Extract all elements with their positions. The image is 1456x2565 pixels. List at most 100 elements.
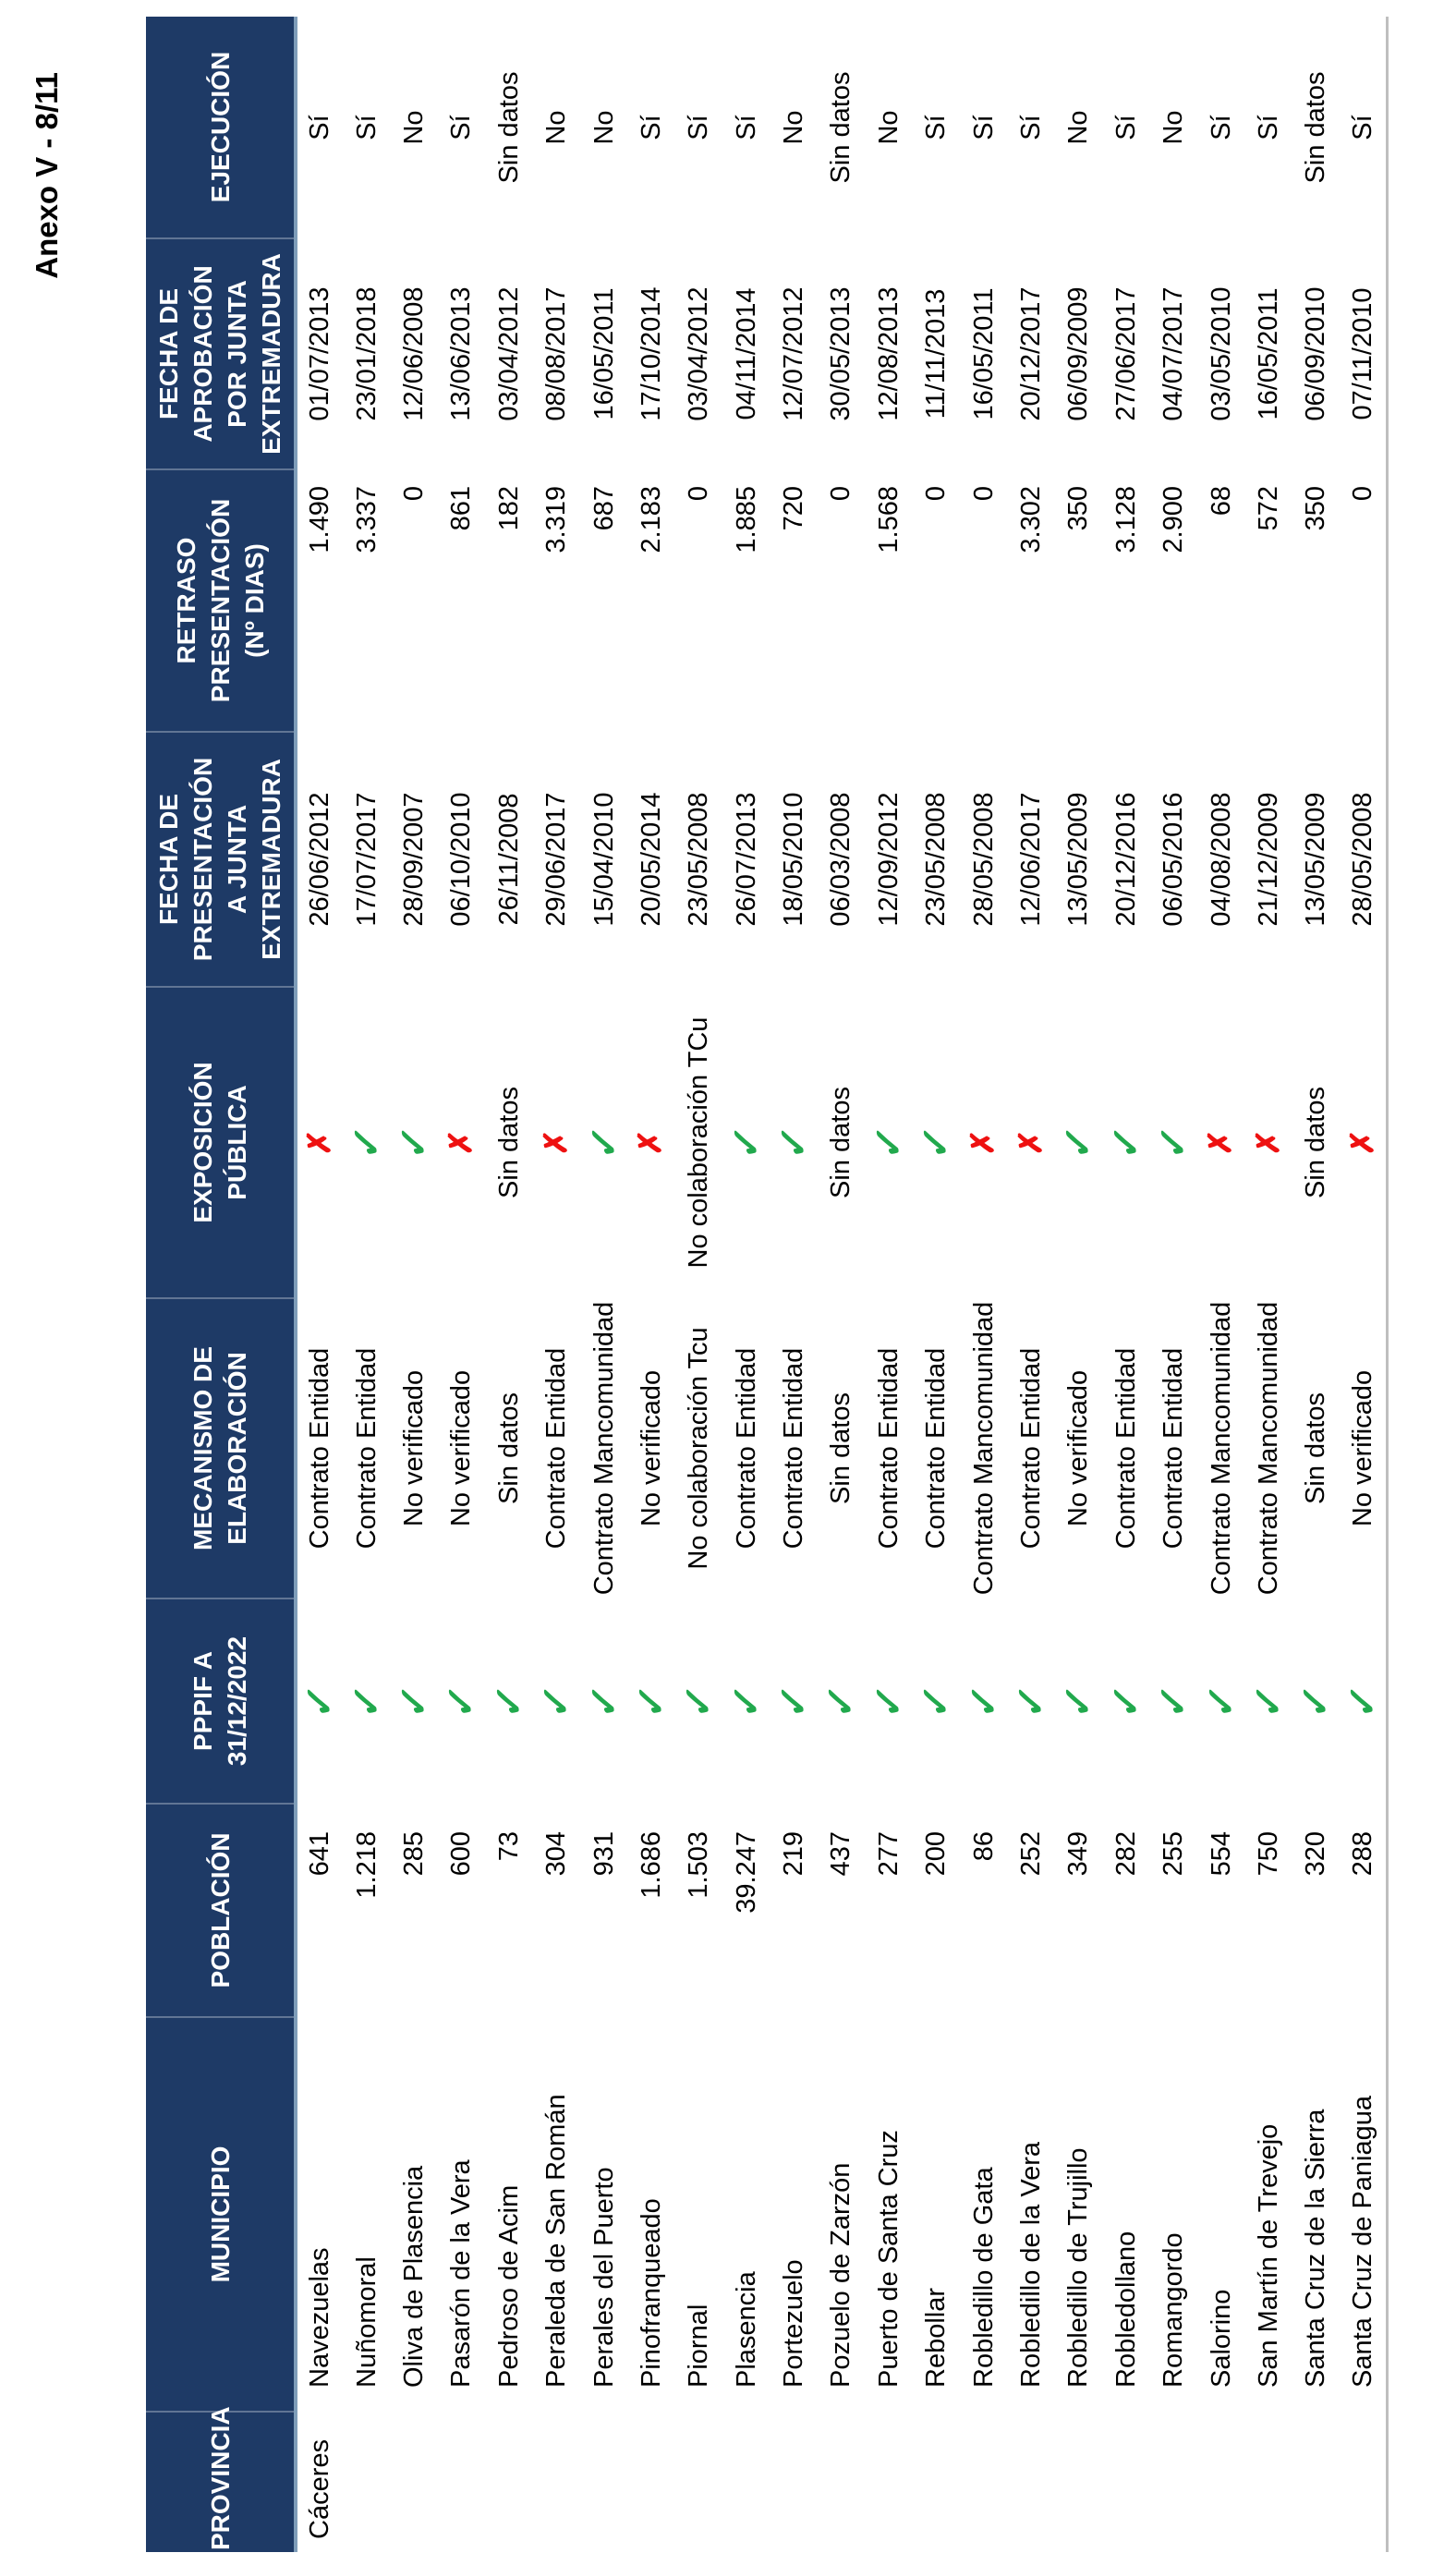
cell-faprob: 12/07/2012 <box>779 286 809 421</box>
cross-icon: ✗ <box>965 1129 1001 1156</box>
table-row: Santa Cruz de Paniagua 288 ✓ No verificado ✗… <box>1341 17 1388 2552</box>
cell-exposicion: ✓ <box>866 987 913 1298</box>
cell-exposicion: Sin datos <box>493 1087 524 1198</box>
table-body: Cáceres Navezuelas 641 ✓ Contrato Entidad ✗ 26… <box>296 17 1388 2552</box>
cell-mecanismo: Contrato Entidad <box>1110 1347 1141 1550</box>
cell-mecanismo: Sin datos <box>826 1392 856 1504</box>
check-icon: ✓ <box>1151 1682 1195 1720</box>
table-row: Robledillo de Trujillo 349 ✓ No verificado ✓… <box>1055 17 1102 2552</box>
check-icon: ✓ <box>866 1123 910 1162</box>
cell-ejecucion: No <box>398 110 429 145</box>
cell-faprob: 20/12/2017 <box>1016 286 1047 421</box>
check-icon: ✓ <box>1198 1682 1243 1720</box>
column-header-exposicion: EXPOSICIÓN PÚBLICA <box>146 987 296 1298</box>
cell-poblacion: 1.218 <box>351 1831 382 1899</box>
cell-retraso: 68 <box>1206 486 1236 517</box>
cell-faprob: 11/11/2013 <box>921 288 952 419</box>
check-icon: ✓ <box>1009 1682 1053 1720</box>
cell-faprob: 03/05/2010 <box>1206 286 1236 421</box>
cell-ejecucion: Sí <box>921 115 952 140</box>
cell-provincia: Cáceres <box>305 2439 334 2539</box>
table-row: San Martín de Trevejo 750 ✓ Contrato Mancom… <box>1245 17 1292 2552</box>
cell-mecanismo: No colaboración Tcu <box>684 1327 714 1570</box>
cell-municipio: Robledillo de la Vera <box>1016 2141 1047 2388</box>
check-icon: ✓ <box>771 1682 816 1720</box>
cell-retraso: 3.302 <box>1016 486 1047 553</box>
cell-faprob: 16/05/2011 <box>1254 287 1283 420</box>
table-row: Nuñomoral 1.218 ✓ Contrato Entidad ✓ 17/07/20… <box>343 17 390 2552</box>
cell-retraso: 1.885 <box>731 486 761 553</box>
cell-municipio: Perales del Puerto <box>588 2167 619 2388</box>
cell-mecanismo: Contrato Entidad <box>731 1347 761 1550</box>
cell-retraso: 572 <box>1254 486 1283 531</box>
cell-poblacion: 437 <box>826 1831 856 1877</box>
cell-pppif: ✓ <box>1103 1599 1150 1804</box>
table-row: Romangordo 255 ✓ Contrato Entidad ✓ 06/05/201… <box>1150 17 1197 2552</box>
cell-ejecucion: Sí <box>446 115 477 140</box>
cell-exposicion: ✗ <box>1341 987 1388 1298</box>
cell-ejecucion: No <box>1159 110 1189 145</box>
cell-mecanismo: No verificado <box>398 1369 429 1527</box>
cell-fpresent: 26/11/2008 <box>493 793 524 926</box>
cell-poblacion: 931 <box>588 1831 619 1877</box>
cell-municipio: Oliva de Plasencia <box>398 2165 429 2388</box>
cell-ejecucion: Sí <box>1110 115 1141 140</box>
check-icon: ✓ <box>771 1123 816 1162</box>
cell-fpresent: 20/05/2014 <box>636 792 666 927</box>
cell-poblacion: 255 <box>1159 1831 1189 1877</box>
check-icon: ✓ <box>534 1682 578 1720</box>
cell-exposicion: ✗ <box>1008 987 1055 1298</box>
cell-fpresent: 21/12/2009 <box>1254 792 1283 927</box>
cell-retraso: 720 <box>779 486 809 531</box>
cell-retraso: 1.568 <box>873 486 904 553</box>
column-header-ejecucion: EJECUCIÓN <box>146 17 296 238</box>
check-icon: ✓ <box>914 1682 958 1720</box>
cell-municipio: Robledillo de Gata <box>968 2167 999 2388</box>
cell-ejecucion: Sí <box>1206 115 1236 140</box>
cell-poblacion: 285 <box>398 1831 429 1877</box>
cell-faprob: 03/04/2012 <box>684 286 714 421</box>
table-row: Peraleda de San Román 304 ✓ Contrato Entida… <box>533 17 580 2552</box>
cell-municipio: Pozuelo de Zarzón <box>826 2162 856 2388</box>
cell-exposicion: Sin datos <box>826 1087 856 1198</box>
check-icon: ✓ <box>914 1123 958 1162</box>
cell-poblacion: 73 <box>493 1831 524 1862</box>
check-icon: ✓ <box>1293 1682 1338 1720</box>
cell-mecanismo: Contrato Mancomunidad <box>1254 1301 1283 1596</box>
cell-pppif: ✓ <box>533 1599 580 1804</box>
cell-municipio: Salorino <box>1206 2289 1236 2388</box>
cell-exposicion: ✓ <box>913 987 960 1298</box>
cell-municipio: Robledollano <box>1110 2231 1141 2388</box>
cell-faprob: 01/07/2013 <box>305 286 335 421</box>
cell-pppif: ✓ <box>1245 1599 1292 1804</box>
check-icon: ✓ <box>344 1682 388 1720</box>
cell-mecanismo: Contrato Entidad <box>873 1347 904 1550</box>
check-icon: ✓ <box>1056 1123 1100 1162</box>
cell-poblacion: 641 <box>305 1831 335 1877</box>
cell-exposicion: ✗ <box>296 987 343 1298</box>
check-icon: ✓ <box>1103 1682 1147 1720</box>
cell-pppif: ✓ <box>1008 1599 1055 1804</box>
table-row: Piornal 1.503 ✓ No colaboración Tcu No colab… <box>675 17 722 2552</box>
cell-pppif: ✓ <box>913 1599 960 1804</box>
cell-ejecucion: Sí <box>1016 115 1047 140</box>
cell-faprob: 03/04/2012 <box>493 286 524 421</box>
check-icon: ✓ <box>439 1682 483 1720</box>
cell-poblacion: 349 <box>1063 1831 1094 1877</box>
cell-poblacion: 252 <box>1016 1831 1047 1877</box>
cell-fpresent: 06/03/2008 <box>826 792 856 927</box>
cell-fpresent: 26/06/2012 <box>305 792 335 927</box>
check-icon: ✓ <box>819 1682 863 1720</box>
cell-mecanismo: Contrato Entidad <box>1016 1347 1047 1550</box>
cell-poblacion: 39.247 <box>731 1831 761 1914</box>
cross-icon: ✗ <box>1344 1129 1380 1156</box>
check-icon: ✓ <box>1341 1682 1385 1720</box>
cell-mecanismo: Sin datos <box>493 1392 524 1504</box>
cell-retraso: 3.337 <box>351 486 382 553</box>
cell-ejecucion: Sin datos <box>1301 71 1331 184</box>
cell-ejecucion: Sin datos <box>493 71 524 184</box>
cell-retraso: 0 <box>398 486 429 502</box>
cell-fpresent: 26/07/2013 <box>731 792 761 927</box>
cell-retraso: 0 <box>921 486 952 502</box>
cell-poblacion: 86 <box>968 1831 999 1862</box>
